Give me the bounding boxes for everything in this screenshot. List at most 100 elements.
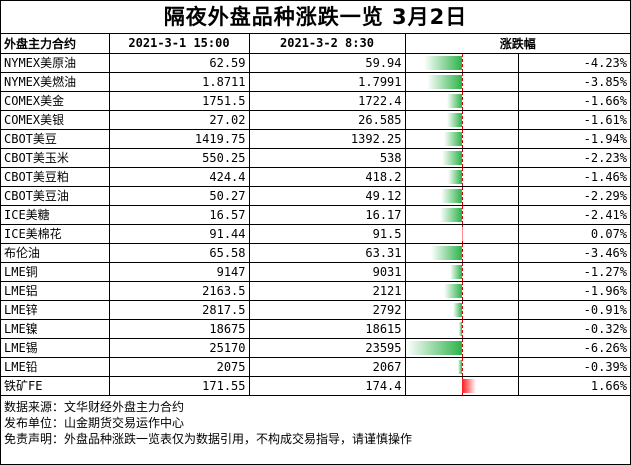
cell-value-date2[interactable]: 23595 [248, 337, 406, 358]
cell-change-bar[interactable] [404, 375, 519, 396]
cell-change-pct[interactable]: -2.41% [517, 204, 631, 225]
cell-change-bar[interactable] [404, 166, 519, 187]
cell-name[interactable]: LME铝 [1, 280, 110, 301]
cell-value-date2[interactable]: 1722.4 [248, 90, 406, 111]
cell-change-bar[interactable] [404, 356, 519, 377]
table-row: NYMEX美原油 62.59 59.94 -4.23% [1, 52, 631, 73]
cell-change-pct[interactable]: -0.39% [517, 356, 631, 377]
cell-value-date2[interactable]: 18615 [248, 318, 406, 339]
cell-name[interactable]: NYMEX美原油 [1, 52, 110, 73]
cell-value-date2[interactable]: 2792 [248, 299, 406, 320]
cell-change-bar[interactable] [404, 280, 519, 301]
cell-value-date2[interactable]: 16.17 [248, 204, 406, 225]
cell-name[interactable]: 布伦油 [1, 242, 110, 263]
cell-value-date1[interactable]: 16.57 [108, 204, 250, 225]
table-row: NYMEX美燃油 1.8711 1.7991 -3.85% [1, 71, 631, 92]
cell-change-pct[interactable]: -0.32% [517, 318, 631, 339]
cell-change-bar[interactable] [404, 318, 519, 339]
cell-name[interactable]: ICE美糖 [1, 204, 110, 225]
cell-change-bar[interactable] [404, 128, 519, 149]
cell-change-pct[interactable]: -0.91% [517, 299, 631, 320]
cell-name[interactable]: ICE美棉花 [1, 223, 110, 244]
cell-value-date2[interactable]: 91.5 [248, 223, 406, 244]
cell-value-date2[interactable]: 174.4 [248, 375, 406, 396]
cell-name[interactable]: CBOT美豆 [1, 128, 110, 149]
cell-value-date1[interactable]: 550.25 [108, 147, 250, 168]
cell-value-date2[interactable]: 2121 [248, 280, 406, 301]
cell-change-pct[interactable]: 1.66% [517, 375, 631, 396]
cell-change-pct[interactable]: -1.94% [517, 128, 631, 149]
cell-change-bar[interactable] [404, 71, 519, 92]
cell-change-pct[interactable]: -1.61% [517, 109, 631, 130]
header-change[interactable]: 涨跌幅 [404, 34, 631, 54]
header-date2[interactable]: 2021-3-2 8:30 [248, 34, 406, 54]
cell-name[interactable]: LME铅 [1, 356, 110, 377]
cell-name[interactable]: COMEX美金 [1, 90, 110, 111]
cell-value-date1[interactable]: 25170 [108, 337, 250, 358]
cell-change-bar[interactable] [404, 261, 519, 282]
header-name[interactable]: 外盘主力合约 [1, 34, 110, 54]
cell-value-date1[interactable]: 27.02 [108, 109, 250, 130]
cell-change-pct[interactable]: -1.66% [517, 90, 631, 111]
cell-change-bar[interactable] [404, 185, 519, 206]
cell-value-date1[interactable]: 18675 [108, 318, 250, 339]
cell-change-pct[interactable]: 0.07% [517, 223, 631, 244]
cell-value-date1[interactable]: 1751.5 [108, 90, 250, 111]
cell-change-bar[interactable] [404, 147, 519, 168]
cell-change-bar[interactable] [404, 223, 519, 244]
zero-axis-line [461, 301, 463, 318]
cell-value-date1[interactable]: 424.4 [108, 166, 250, 187]
cell-value-date1[interactable]: 65.58 [108, 242, 250, 263]
cell-change-pct[interactable]: -2.29% [517, 185, 631, 206]
cell-change-pct[interactable]: -2.23% [517, 147, 631, 168]
cell-value-date2[interactable]: 1.7991 [248, 71, 406, 92]
cell-change-pct[interactable]: -1.96% [517, 280, 631, 301]
cell-name[interactable]: NYMEX美燃油 [1, 71, 110, 92]
cell-change-pct[interactable]: -3.46% [517, 242, 631, 263]
cell-value-date2[interactable]: 538 [248, 147, 406, 168]
cell-value-date1[interactable]: 9147 [108, 261, 250, 282]
cell-change-bar[interactable] [404, 242, 519, 263]
cell-value-date2[interactable]: 49.12 [248, 185, 406, 206]
table-row: CBOT美玉米 550.25 538 -2.23% [1, 147, 631, 168]
cell-change-bar[interactable] [404, 90, 519, 111]
cell-name[interactable]: CBOT美豆油 [1, 185, 110, 206]
cell-change-pct[interactable]: -6.26% [517, 337, 631, 358]
cell-value-date1[interactable]: 1.8711 [108, 71, 250, 92]
cell-value-date1[interactable]: 50.27 [108, 185, 250, 206]
table-row: CBOT美豆粕 424.4 418.2 -1.46% [1, 166, 631, 187]
cell-value-date2[interactable]: 1392.25 [248, 128, 406, 149]
cell-change-pct[interactable]: -1.27% [517, 261, 631, 282]
cell-name[interactable]: 铁矿FE [1, 375, 110, 396]
cell-change-bar[interactable] [404, 337, 519, 358]
cell-value-date2[interactable]: 26.585 [248, 109, 406, 130]
header-date1[interactable]: 2021-3-1 15:00 [108, 34, 250, 54]
cell-change-pct[interactable]: -4.23% [517, 52, 631, 73]
cell-name[interactable]: COMEX美银 [1, 109, 110, 130]
cell-name[interactable]: LME锡 [1, 337, 110, 358]
cell-name[interactable]: CBOT美玉米 [1, 147, 110, 168]
cell-name[interactable]: LME铜 [1, 261, 110, 282]
cell-value-date1[interactable]: 2817.5 [108, 299, 250, 320]
cell-value-date1[interactable]: 2075 [108, 356, 250, 377]
cell-value-date2[interactable]: 2067 [248, 356, 406, 377]
cell-change-bar[interactable] [404, 109, 519, 130]
cell-change-pct[interactable]: -3.85% [517, 71, 631, 92]
cell-name[interactable]: CBOT美豆粕 [1, 166, 110, 187]
cell-change-bar[interactable] [404, 52, 519, 73]
cell-value-date1[interactable]: 91.44 [108, 223, 250, 244]
cell-change-pct[interactable]: -1.46% [517, 166, 631, 187]
cell-change-bar[interactable] [404, 204, 519, 225]
cell-value-date1[interactable]: 1419.75 [108, 128, 250, 149]
cell-value-date1[interactable]: 2163.5 [108, 280, 250, 301]
cell-name[interactable]: LME镍 [1, 318, 110, 339]
cell-name[interactable]: LME锌 [1, 299, 110, 320]
cell-value-date1[interactable]: 62.59 [108, 52, 250, 73]
zero-axis-line [461, 339, 463, 356]
cell-change-bar[interactable] [404, 299, 519, 320]
cell-value-date2[interactable]: 418.2 [248, 166, 406, 187]
cell-value-date2[interactable]: 59.94 [248, 52, 406, 73]
cell-value-date2[interactable]: 63.31 [248, 242, 406, 263]
cell-value-date1[interactable]: 171.55 [108, 375, 250, 396]
cell-value-date2[interactable]: 9031 [248, 261, 406, 282]
